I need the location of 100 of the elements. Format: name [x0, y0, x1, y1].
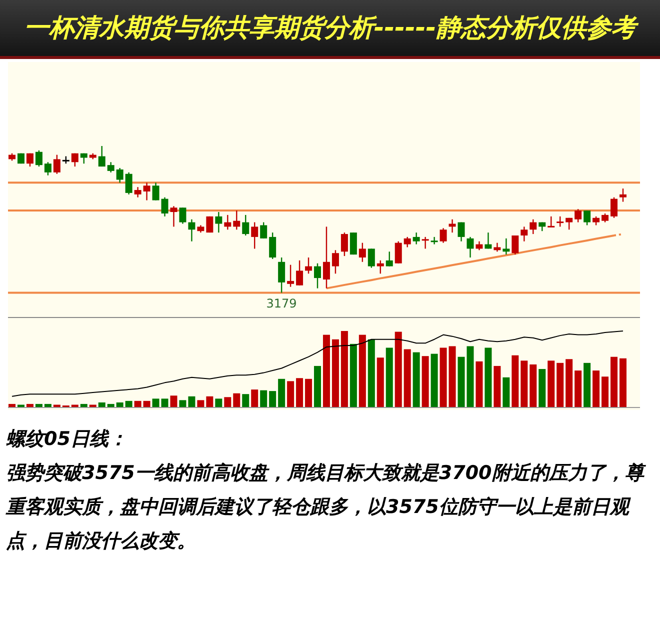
bar: [602, 376, 609, 407]
candlestick: [458, 222, 465, 242]
bar: [35, 404, 42, 407]
bar: [161, 398, 168, 407]
bar: [458, 356, 465, 407]
candlestick: [134, 186, 142, 198]
candlestick: [98, 145, 106, 168]
bar: [278, 378, 286, 407]
candlestick: [35, 150, 42, 168]
bar: [448, 346, 456, 407]
candlestick: [305, 256, 312, 274]
bar: [107, 404, 114, 407]
text: 3179: [266, 296, 297, 311]
candlestick: [179, 207, 186, 224]
candlestick: [278, 256, 286, 294]
candlestick: [430, 236, 438, 245]
text: 螺纹05日线：: [6, 427, 128, 452]
bar: [584, 362, 591, 407]
candlestick: [530, 218, 537, 235]
candlestick: [466, 236, 474, 258]
bar: [512, 355, 519, 407]
bar: [26, 404, 34, 407]
bar: [422, 356, 429, 407]
bar: [332, 339, 339, 407]
candlestick: [502, 238, 510, 256]
candlestick: [143, 182, 150, 201]
bar: [376, 358, 384, 407]
candlestick: [107, 162, 114, 174]
candlestick: [584, 210, 591, 226]
candlestick: [296, 260, 304, 286]
bar: [368, 339, 375, 407]
candlestick: [170, 206, 178, 228]
candlestick: [404, 236, 411, 248]
bar: [170, 396, 178, 407]
bar: [610, 356, 618, 407]
candlestick: [161, 196, 168, 218]
candlestick: [152, 182, 160, 201]
candlestick: [556, 216, 564, 228]
bar: [44, 404, 52, 407]
candlestick: [314, 262, 321, 289]
candlestick: [215, 211, 222, 234]
candlestick: [422, 236, 429, 250]
candlestick: [251, 222, 258, 250]
bar: [466, 346, 474, 407]
bar: [530, 364, 537, 407]
candlestick: [574, 208, 582, 223]
candlestick: [376, 260, 384, 274]
bar: [620, 358, 626, 407]
bar: [340, 331, 348, 407]
candlestick: [116, 167, 124, 184]
candlestick: [620, 188, 626, 202]
bar: [197, 400, 204, 407]
bar: [116, 402, 124, 407]
bar: [494, 366, 501, 407]
candlestick: [26, 152, 34, 168]
bar: [224, 397, 232, 407]
bar: [538, 369, 546, 407]
candlestick: [440, 228, 447, 244]
bar: [394, 332, 402, 407]
bar: [215, 398, 222, 407]
bar: [566, 359, 573, 407]
bar: [592, 370, 600, 407]
bar: [8, 404, 16, 407]
bar: [548, 360, 555, 407]
candlestick: [260, 222, 268, 240]
candlestick: [610, 196, 618, 218]
bar: [188, 396, 196, 407]
candlestick: [350, 232, 357, 256]
candlestick: [242, 214, 250, 236]
bar: [404, 349, 411, 407]
candlestick: [269, 232, 276, 260]
candlestick: [125, 172, 132, 196]
candlestick: [71, 152, 78, 168]
bar: [305, 378, 312, 407]
bar: [98, 402, 106, 407]
candlestick: [358, 242, 366, 262]
candlestick: [322, 226, 330, 289]
candlestick: [484, 232, 492, 250]
candlestick: [412, 232, 420, 245]
bar: [430, 354, 438, 407]
bar: [251, 390, 258, 407]
candlestick: [368, 248, 375, 268]
bar: [260, 390, 268, 407]
bar: [233, 393, 240, 407]
candlestick: [188, 218, 196, 242]
candlestick: [520, 226, 528, 242]
bar: [152, 398, 160, 407]
candlestick: [394, 240, 402, 264]
candlestick: [548, 216, 555, 228]
bar: [314, 366, 321, 407]
bar: [386, 348, 393, 407]
bar: [134, 400, 142, 407]
candlestick: [340, 232, 348, 257]
candlestick: [386, 251, 393, 267]
bar: [80, 404, 88, 407]
bar: [358, 334, 366, 407]
bar: [476, 361, 483, 407]
bar: [520, 360, 528, 407]
chart-title: 一杯清水期货与你共享期货分析------静态分析仅供参考: [22, 12, 640, 44]
bar: [296, 378, 304, 407]
